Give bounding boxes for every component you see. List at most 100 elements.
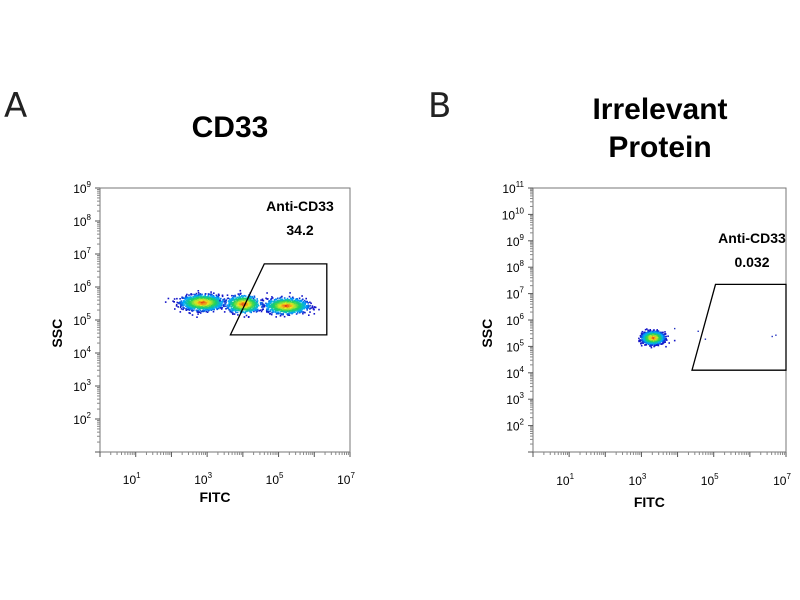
event-point-2 — [259, 301, 262, 304]
event-point-0 — [657, 340, 659, 343]
event-point-0 — [654, 340, 656, 342]
event-point-0 — [213, 298, 215, 300]
event-point-0 — [652, 334, 654, 336]
event-point-0 — [664, 333, 667, 335]
event-point-0 — [640, 344, 643, 347]
event-point-1 — [301, 301, 304, 304]
event-point-2 — [252, 309, 255, 312]
event-point-2 — [233, 300, 236, 303]
event-point-0 — [212, 305, 214, 308]
event-point-2 — [243, 301, 245, 304]
event-point-2 — [232, 297, 234, 299]
y-axis-title: SSC — [479, 319, 495, 348]
event-point-1 — [309, 311, 311, 313]
event-point-0 — [649, 330, 652, 332]
event-point-1 — [288, 311, 291, 313]
event-point-1 — [292, 311, 295, 314]
event-point-2 — [242, 299, 244, 301]
event-point-0 — [660, 343, 662, 345]
event-point-0 — [654, 344, 656, 347]
event-point-0 — [653, 335, 655, 338]
event-point-0 — [204, 302, 207, 305]
event-point-1 — [295, 304, 297, 307]
event-point-2 — [252, 302, 255, 305]
event-point-0 — [647, 332, 649, 335]
event-point-0 — [179, 302, 182, 305]
event-point-0 — [207, 300, 210, 302]
event-point-0 — [179, 301, 182, 303]
event-point-2 — [262, 308, 264, 310]
event-point-0 — [187, 300, 190, 302]
event-point-1 — [269, 312, 272, 315]
event-point-0 — [647, 335, 649, 338]
event-point-0 — [658, 336, 661, 339]
event-point-0 — [216, 303, 218, 305]
event-point-0 — [659, 333, 662, 335]
event-point-0 — [653, 338, 656, 340]
event-point-0 — [183, 307, 185, 309]
y-tick-label: 105 — [73, 312, 91, 328]
panel-b-letter: B — [428, 86, 452, 126]
event-point-0 — [207, 310, 210, 312]
event-point-1 — [292, 297, 295, 300]
y-tick-label: 109 — [73, 180, 91, 196]
event-point-0 — [212, 294, 215, 297]
event-point-0 — [225, 300, 227, 302]
event-point-2 — [230, 303, 233, 305]
event-point-0 — [199, 296, 201, 298]
event-point-1 — [286, 308, 288, 311]
y-tick-label: 104 — [73, 345, 91, 361]
event-point-1 — [273, 304, 276, 306]
event-point-1 — [293, 308, 295, 311]
event-point-0 — [217, 297, 219, 299]
event-point-1 — [279, 303, 282, 306]
event-point-0 — [652, 337, 655, 339]
event-point-0 — [645, 344, 648, 346]
event-point-1 — [301, 299, 303, 302]
event-point-0 — [202, 307, 204, 309]
event-point-1 — [297, 305, 299, 307]
event-point-0 — [641, 333, 643, 336]
event-point-2 — [219, 299, 221, 302]
event-point-2 — [248, 309, 250, 312]
event-point-0 — [655, 332, 658, 334]
event-point-2 — [242, 300, 245, 303]
event-point-0 — [660, 332, 662, 334]
event-point-0 — [228, 304, 231, 307]
event-point-0 — [188, 304, 191, 306]
event-point-1 — [310, 302, 312, 305]
event-point-1 — [296, 310, 298, 313]
event-point-1 — [304, 302, 307, 305]
event-point-0 — [196, 311, 199, 313]
event-point-0 — [654, 337, 657, 339]
event-point-1 — [299, 304, 302, 306]
event-point-0 — [192, 301, 194, 303]
event-point-2 — [228, 300, 231, 302]
event-point-1 — [280, 305, 283, 308]
event-point-0 — [199, 309, 201, 312]
event-point-1 — [298, 309, 300, 312]
event-point-2 — [245, 310, 247, 313]
event-point-0 — [648, 337, 651, 339]
event-point-0 — [655, 334, 658, 337]
event-point-1 — [301, 308, 303, 311]
plot-frame — [532, 187, 787, 453]
event-point-0 — [650, 344, 652, 346]
event-point-2 — [236, 299, 238, 301]
event-point-1 — [268, 306, 271, 308]
event-point-0 — [192, 303, 195, 306]
event-point-2 — [232, 295, 235, 297]
event-point-0 — [644, 341, 647, 344]
event-point-0 — [212, 310, 215, 313]
event-point-0 — [656, 339, 659, 342]
event-point-0 — [206, 301, 209, 303]
event-point-1 — [275, 303, 277, 305]
y-tick-label: 109 — [506, 233, 524, 249]
event-point-2 — [236, 302, 238, 304]
event-point-2 — [234, 298, 236, 300]
y-tick-label: 106 — [73, 279, 91, 295]
event-point-2 — [231, 308, 234, 311]
event-point-0 — [650, 333, 652, 335]
event-point-1 — [267, 307, 270, 309]
y-tick-label: 107 — [506, 286, 524, 302]
